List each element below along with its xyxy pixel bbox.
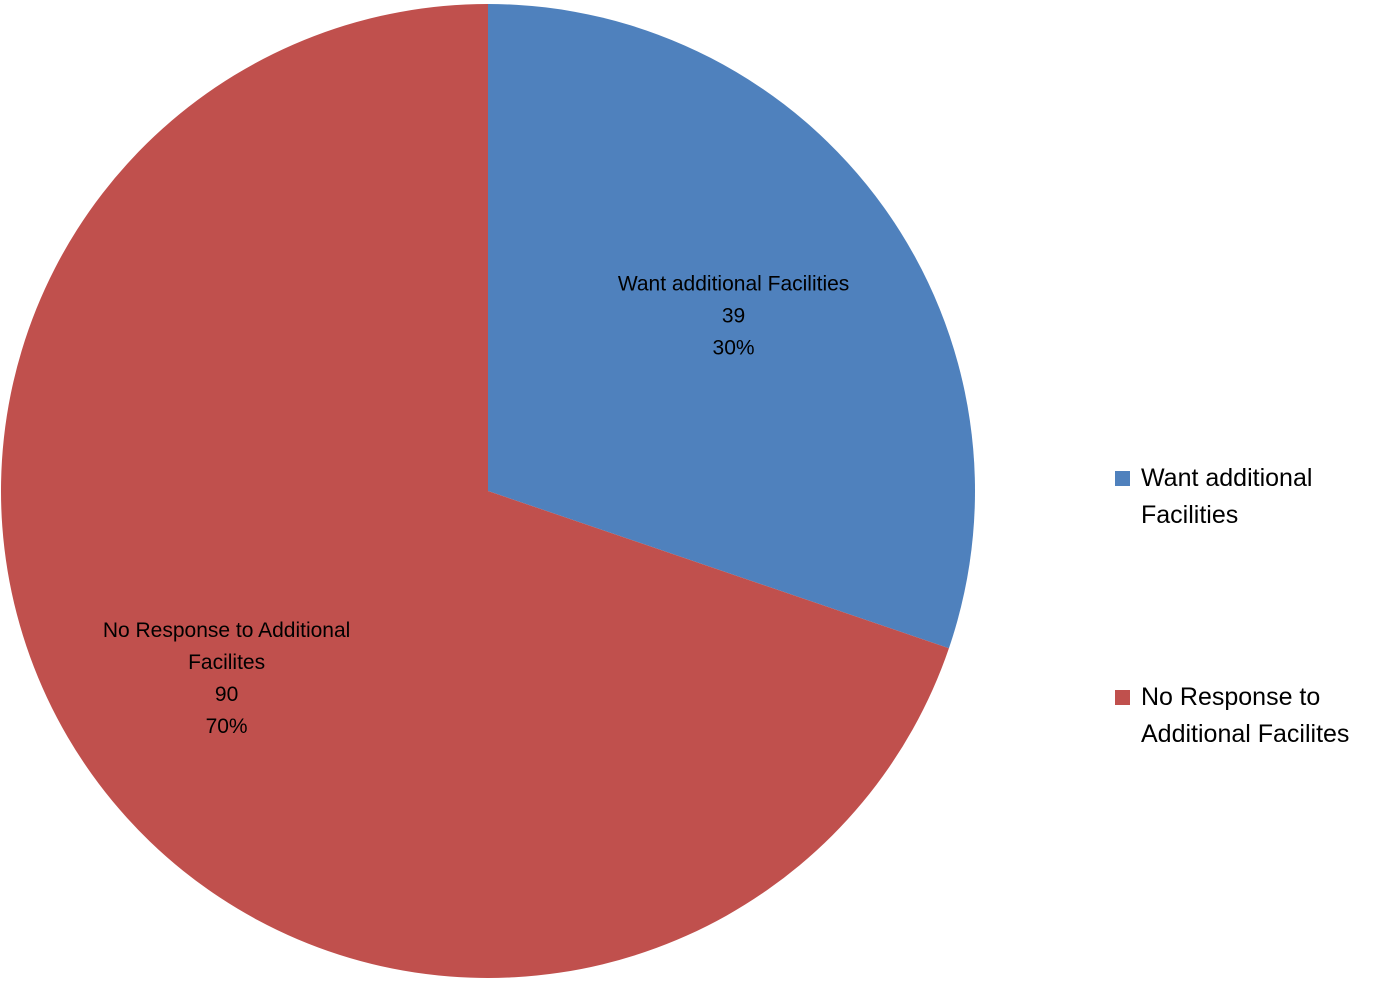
legend-label-line: Want additional	[1141, 464, 1313, 492]
pie-data-label-line: 30%	[713, 336, 755, 359]
pie-data-label-line: 39	[722, 304, 745, 327]
pie-data-label-line: Facilites	[188, 651, 265, 674]
pie-data-label-0: Want additional Facilities 39 30%	[618, 272, 850, 359]
legend-item-no-response: No Response to Additional Facilites	[1115, 679, 1370, 753]
pie-slices	[1, 3, 975, 979]
pie-slice-1	[1, 3, 949, 979]
pie-data-label-line: Want additional Facilities	[618, 272, 850, 295]
pie-data-label-line: 70%	[206, 715, 248, 738]
legend-label-line: Additional Facilites	[1141, 720, 1350, 748]
legend-swatch-want-additional-facilities	[1115, 471, 1130, 486]
pie-data-label-line: No Response to Additional	[103, 619, 351, 642]
pie-data-label-1: No Response to Additional Facilites 90 70%	[103, 619, 351, 738]
pie-slice-0	[488, 4, 975, 649]
legend-label-line: No Response to	[1141, 683, 1321, 711]
pie-data-labels: Want additional Facilities 39 30% No Respon…	[103, 272, 849, 738]
legend-swatch-no-response	[1115, 690, 1130, 705]
chart-legend: Want additional Facilities No Response t…	[1115, 460, 1370, 753]
pie-data-label-line: 90	[215, 683, 238, 706]
legend-label-line: Facilities	[1141, 501, 1239, 529]
legend-item-want-additional-facilities: Want additional Facilities	[1115, 460, 1370, 534]
